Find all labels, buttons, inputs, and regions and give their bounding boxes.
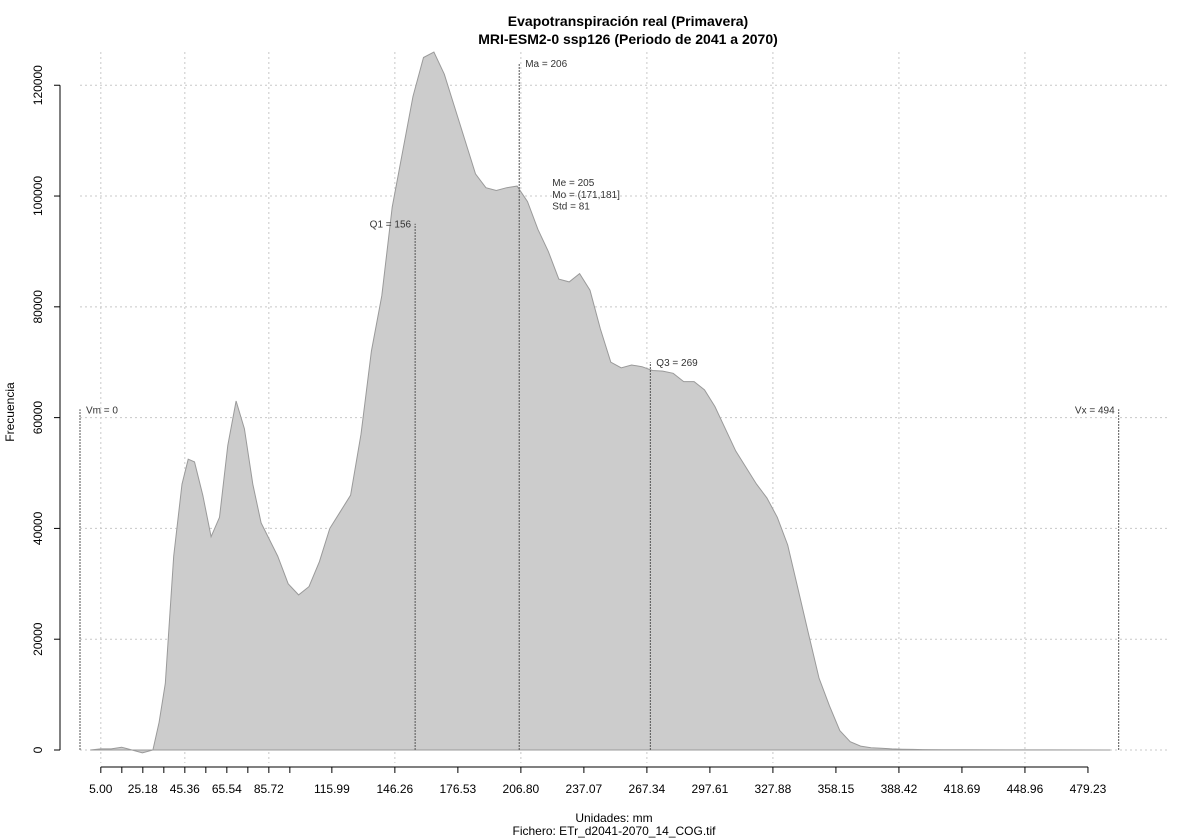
annotation-label: Mo = (171,181]: [552, 190, 620, 201]
annotation-label: Q1 = 156: [370, 220, 412, 231]
density-area-path: [90, 51, 1111, 754]
file-caption: Fichero: ETr_d2041-2070_14_COG.tif: [513, 824, 717, 838]
chart-title: Evapotranspiración real (Primavera): [508, 13, 748, 29]
x-tick-label: 45.36: [170, 782, 200, 796]
y-tick-label: 60000: [31, 401, 45, 435]
annotation-label: Me = 205: [552, 178, 594, 189]
y-tick-label: 120000: [31, 65, 45, 105]
x-tick-label: 206.80: [503, 782, 540, 796]
x-tick-label: 267.34: [629, 782, 666, 796]
y-tick-label: 100000: [31, 176, 45, 216]
x-axis-label: Unidades: mm: [575, 811, 652, 825]
statistic-markers: [79, 63, 1120, 750]
x-tick-label: 115.99: [314, 782, 350, 796]
y-tick-label: 80000: [31, 290, 45, 324]
chart-subtitle: MRI-ESM2-0 ssp126 (Periodo de 2041 a 207…: [478, 31, 778, 47]
x-tick-label: 5.00: [89, 782, 113, 796]
annotation-label: Std = 81: [552, 201, 590, 212]
x-tick-label: 146.26: [377, 782, 414, 796]
x-tick-label: 237.07: [566, 782, 603, 796]
x-tick-label: 358.15: [818, 782, 855, 796]
x-tick-label: 176.53: [440, 782, 477, 796]
x-tick-label: 25.18: [128, 782, 158, 796]
annotation-label: Ma = 206: [525, 59, 567, 70]
x-tick-label: 479.23: [1070, 782, 1107, 796]
y-tick-label: 0: [31, 746, 45, 753]
x-tick-label: 388.42: [881, 782, 918, 796]
x-tick-label: 85.72: [254, 782, 284, 796]
annotation-label: Q3 = 269: [656, 358, 698, 369]
x-tick-label: 418.69: [944, 782, 981, 796]
x-tick-label: 297.61: [692, 782, 729, 796]
x-tick-label: 65.54: [212, 782, 242, 796]
annotation-label: Vm = 0: [86, 405, 118, 416]
y-axis-label: Frecuencia: [3, 382, 17, 442]
y-tick-label: 20000: [31, 622, 45, 656]
y-tick-label: 40000: [31, 511, 45, 545]
density-area: [90, 51, 1111, 754]
x-tick-label: 448.96: [1007, 782, 1044, 796]
annotation-label: Vx = 494: [1075, 405, 1115, 416]
axes: 5.00 25.18 45.36 65.54 85.72 115.99 146.26 176.…: [31, 65, 1107, 796]
x-tick-label: 327.88: [755, 782, 792, 796]
